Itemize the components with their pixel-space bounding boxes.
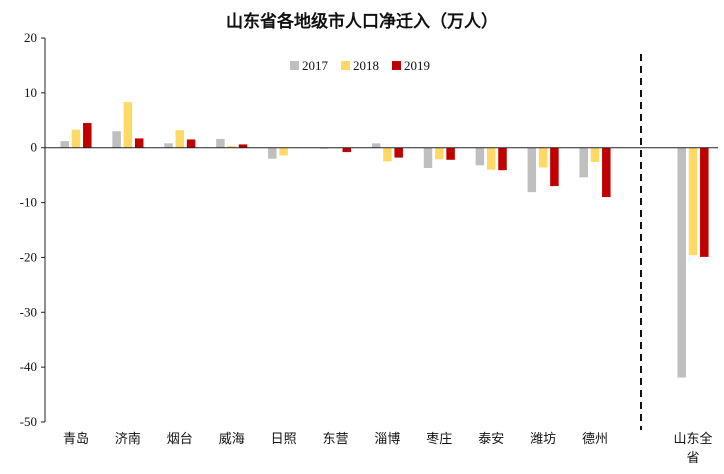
bar-2018-济南	[123, 102, 133, 148]
bar-2018-淄博	[383, 147, 392, 162]
bar-2019-山东全省	[700, 147, 709, 257]
bar-2019-淄博	[394, 147, 403, 158]
bar-2017-泰安	[475, 147, 485, 166]
bar-2017-烟台	[164, 143, 173, 148]
category-label: 山东全省	[673, 431, 712, 466]
legend-label: 2017	[302, 58, 329, 73]
bar-2018-日照	[279, 147, 288, 156]
bar-2017-东营	[319, 147, 329, 149]
category-label: 青岛	[63, 431, 89, 447]
category-label: 枣庄	[426, 431, 452, 447]
category-label: 潍坊	[530, 432, 556, 447]
x-axis: 青岛 济南 烟台 威海 日照 东营 淄博 枣庄 泰安 潍坊 德州 山东全省	[45, 54, 718, 466]
bar-2017-日照	[268, 147, 277, 159]
bar-2019-潍坊	[550, 147, 559, 187]
y-tick-label: -50	[20, 414, 37, 429]
bar-2019-威海	[238, 144, 248, 148]
y-tick-label: 20	[24, 30, 37, 45]
category-label: 淄博	[374, 432, 400, 447]
legend-swatch-2017	[290, 61, 299, 70]
bar-2018-枣庄	[435, 147, 444, 160]
y-tick-label: -30	[20, 304, 37, 319]
category-label: 济南	[115, 431, 141, 447]
chart-title: 山东省各地级市人口净迁入（万人）	[226, 11, 498, 32]
bar-2019-济南	[134, 138, 144, 148]
bar-2019-青岛	[83, 123, 92, 148]
bar-2017-枣庄	[423, 147, 433, 169]
legend: 2017 2018 2019	[290, 58, 430, 73]
category-label: 烟台	[167, 432, 193, 447]
legend-swatch-2019	[392, 61, 401, 70]
bar-2017-德州	[579, 147, 588, 178]
category-label: 威海	[219, 432, 245, 447]
bar-2019-泰安	[498, 147, 507, 171]
bar-2019-东营	[342, 147, 352, 153]
bar-2018-烟台	[175, 130, 185, 148]
bar-2018-泰安	[486, 147, 496, 170]
bar-2019-德州	[602, 147, 611, 198]
bar-2019-烟台	[186, 139, 196, 148]
legend-label: 2018	[353, 58, 379, 73]
bar-2018-潍坊	[538, 147, 548, 168]
bar-2017-山东全省	[677, 147, 686, 378]
y-tick-label: 10	[24, 85, 37, 100]
y-tick-label: -20	[20, 249, 37, 264]
y-tick-label: -40	[20, 359, 37, 374]
category-label: 德州	[582, 432, 608, 447]
bar-2018-山东全省	[688, 147, 698, 256]
category-label: 泰安	[478, 432, 504, 447]
y-axis: 20 10 0 -10 -20 -30 -40 -50	[20, 30, 46, 429]
bar-2017-济南	[112, 131, 121, 148]
bars	[60, 102, 709, 378]
y-tick-label: -10	[20, 195, 37, 210]
legend-swatch-2018	[341, 61, 350, 70]
bar-2017-青岛	[60, 141, 69, 148]
bar-2018-青岛	[71, 129, 81, 148]
bar-2017-潍坊	[527, 147, 537, 193]
bar-2017-淄博	[371, 143, 381, 148]
y-tick-label: 0	[31, 140, 38, 155]
bar-2017-威海	[216, 138, 225, 148]
bar-2018-威海	[227, 146, 236, 148]
category-label: 日照	[271, 432, 297, 447]
legend-label: 2019	[404, 58, 430, 73]
category-label: 东营	[322, 432, 348, 447]
bar-2018-德州	[590, 147, 600, 162]
bar-2019-枣庄	[446, 147, 455, 160]
